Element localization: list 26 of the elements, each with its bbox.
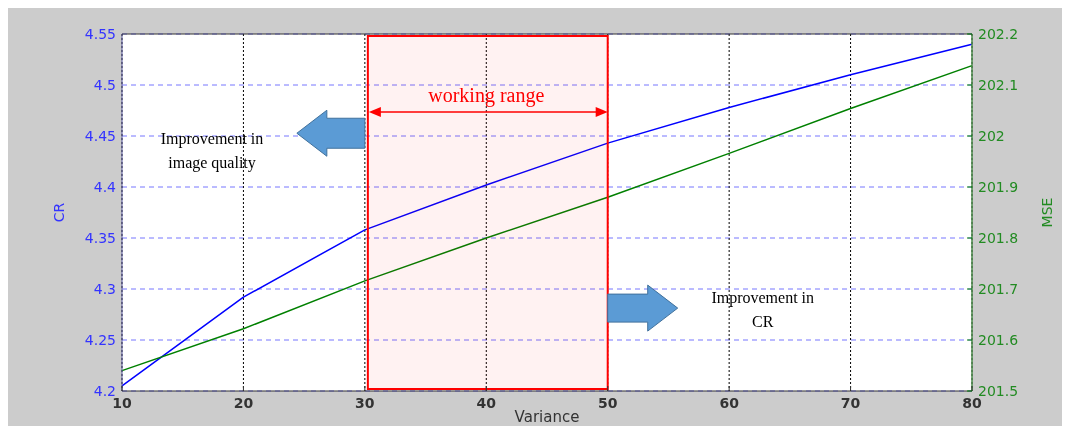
y2-tick-label: 202.1 bbox=[978, 77, 1019, 93]
y-tick-label: 4.4 bbox=[93, 179, 117, 195]
x-tick-label: 70 bbox=[840, 395, 861, 411]
y-tick-label: 4.45 bbox=[84, 128, 116, 144]
y2-axis-title: MSE bbox=[1039, 197, 1055, 228]
y2-tick-label: 201.8 bbox=[978, 230, 1019, 246]
band-label: working range bbox=[428, 84, 545, 107]
x-tick-label: 50 bbox=[597, 395, 618, 411]
y-tick-label: 4.35 bbox=[84, 230, 116, 246]
annotation: Improvement in CR bbox=[711, 289, 815, 330]
y-tick-label: 4.25 bbox=[84, 332, 116, 348]
x-tick-label: 40 bbox=[476, 395, 497, 411]
y2-tick-label: 201.7 bbox=[978, 281, 1019, 297]
y2-tick-label: 202 bbox=[978, 128, 1005, 144]
y2-tick-label: 201.6 bbox=[978, 332, 1019, 348]
y-tick-label: 4.5 bbox=[93, 77, 116, 93]
y-axis-title: CR bbox=[51, 202, 67, 223]
y-tick-label: 4.55 bbox=[84, 26, 116, 42]
y2-tick-label: 201.9 bbox=[978, 179, 1019, 195]
y-tick-label: 4.3 bbox=[93, 281, 116, 297]
y2-tick-label: 202.2 bbox=[978, 26, 1019, 42]
annotation: Improvement in image quality bbox=[160, 130, 264, 172]
x-tick-label: 60 bbox=[719, 395, 740, 411]
x-axis-title: Variance bbox=[514, 408, 580, 426]
x-tick-label: 20 bbox=[233, 395, 254, 411]
x-tick-label: 30 bbox=[355, 395, 375, 411]
